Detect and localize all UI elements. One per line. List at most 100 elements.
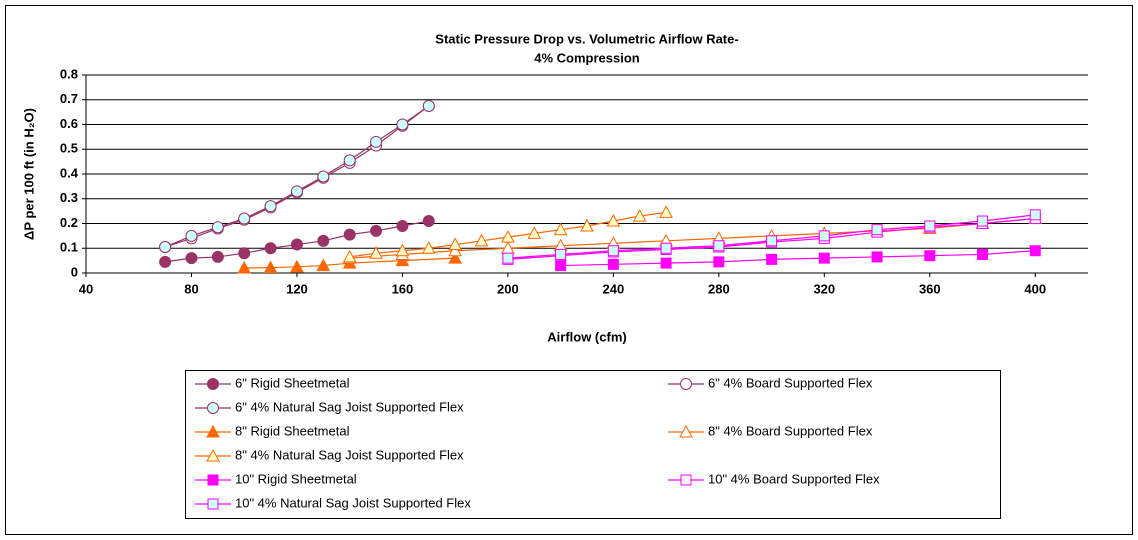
marker bbox=[818, 230, 830, 242]
legend-marker bbox=[207, 378, 219, 390]
marker bbox=[766, 253, 778, 265]
marker bbox=[395, 243, 410, 257]
legend-marker bbox=[206, 448, 220, 462]
series-line bbox=[560, 250, 1036, 267]
marker bbox=[660, 257, 672, 269]
legend-marker bbox=[207, 498, 219, 510]
marker bbox=[448, 237, 463, 251]
marker bbox=[977, 248, 989, 260]
marker bbox=[580, 218, 594, 232]
marker bbox=[501, 230, 515, 243]
x-tick-label: 400 bbox=[1024, 281, 1046, 296]
legend-label: 8" 4% Board Supported Flex bbox=[708, 423, 873, 438]
marker bbox=[659, 205, 673, 218]
marker bbox=[317, 170, 330, 183]
marker bbox=[1029, 209, 1041, 221]
marker bbox=[290, 238, 303, 251]
marker bbox=[263, 260, 278, 274]
marker bbox=[370, 135, 383, 148]
marker bbox=[502, 252, 514, 264]
x-tick-label: 320 bbox=[813, 281, 835, 296]
marker bbox=[606, 213, 621, 227]
marker bbox=[713, 256, 725, 268]
marker bbox=[448, 251, 463, 264]
legend-marker bbox=[679, 424, 693, 438]
marker bbox=[396, 118, 409, 131]
marker bbox=[264, 200, 277, 213]
marker bbox=[660, 242, 672, 254]
marker bbox=[553, 222, 568, 236]
marker bbox=[370, 224, 383, 237]
marker bbox=[474, 233, 489, 247]
marker bbox=[185, 252, 198, 265]
y-axis-label: ΔP per 100 ft (in H₂O) bbox=[21, 108, 36, 240]
legend bbox=[185, 370, 1001, 519]
legend-marker bbox=[680, 378, 692, 390]
x-tick-label: 160 bbox=[392, 281, 414, 296]
marker bbox=[607, 245, 619, 257]
marker bbox=[555, 260, 567, 272]
marker bbox=[818, 252, 830, 264]
marker bbox=[527, 226, 542, 239]
marker bbox=[342, 249, 357, 263]
marker bbox=[871, 224, 883, 236]
series-line bbox=[349, 217, 1036, 259]
marker bbox=[211, 250, 224, 263]
marker bbox=[159, 255, 172, 268]
y-tick-label: 0.1 bbox=[60, 240, 78, 255]
y-tick-label: 0.3 bbox=[60, 190, 78, 205]
y-tick-label: 0.2 bbox=[60, 215, 78, 230]
marker bbox=[185, 229, 198, 242]
marker bbox=[924, 250, 936, 262]
marker bbox=[343, 228, 356, 241]
marker bbox=[238, 212, 251, 225]
marker bbox=[422, 215, 435, 228]
marker bbox=[290, 185, 303, 198]
legend-marker bbox=[680, 474, 692, 486]
y-tick-label: 0.4 bbox=[60, 165, 79, 180]
x-tick-label: 80 bbox=[184, 281, 198, 296]
y-tick-label: 0.7 bbox=[60, 91, 78, 106]
legend-label: 10" 4% Board Supported Flex bbox=[708, 471, 880, 486]
legend-label: 6" Rigid Sheetmetal bbox=[235, 375, 350, 390]
marker bbox=[369, 246, 383, 259]
legend-marker bbox=[207, 402, 219, 414]
marker bbox=[211, 221, 224, 234]
marker bbox=[421, 241, 436, 254]
marker bbox=[422, 99, 435, 112]
marker bbox=[924, 220, 936, 232]
x-tick-label: 120 bbox=[286, 281, 308, 296]
marker bbox=[713, 240, 725, 252]
legend-label: 8" 4% Natural Sag Joist Supported Flex bbox=[235, 447, 464, 462]
marker bbox=[343, 154, 356, 167]
marker bbox=[159, 241, 172, 254]
marker bbox=[317, 234, 330, 247]
legend-label: 6" 4% Board Supported Flex bbox=[708, 375, 873, 390]
y-tick-label: 0.5 bbox=[60, 141, 78, 156]
marker bbox=[316, 258, 331, 272]
y-tick-label: 0 bbox=[71, 264, 78, 279]
marker bbox=[395, 253, 410, 267]
marker bbox=[977, 215, 989, 227]
chart-title: 4% Compression bbox=[534, 50, 640, 65]
marker bbox=[237, 261, 252, 274]
x-tick-label: 200 bbox=[497, 281, 519, 296]
x-tick-label: 40 bbox=[79, 281, 93, 296]
marker bbox=[607, 258, 619, 270]
marker bbox=[448, 243, 463, 257]
x-axis-label: Airflow (cfm) bbox=[547, 329, 626, 344]
legend-label: 6" 4% Natural Sag Joist Supported Flex bbox=[235, 399, 464, 414]
x-tick-label: 240 bbox=[603, 281, 625, 296]
marker bbox=[1029, 245, 1041, 257]
marker bbox=[632, 209, 647, 222]
marker bbox=[766, 235, 778, 247]
legend-label: 8" Rigid Sheetmetal bbox=[235, 423, 350, 438]
legend-marker bbox=[206, 424, 220, 438]
y-tick-label: 0.6 bbox=[60, 116, 78, 131]
x-tick-label: 280 bbox=[708, 281, 730, 296]
marker bbox=[238, 247, 251, 260]
legend-marker bbox=[207, 474, 219, 486]
marker bbox=[871, 251, 883, 263]
legend-label: 10" Rigid Sheetmetal bbox=[235, 471, 357, 486]
